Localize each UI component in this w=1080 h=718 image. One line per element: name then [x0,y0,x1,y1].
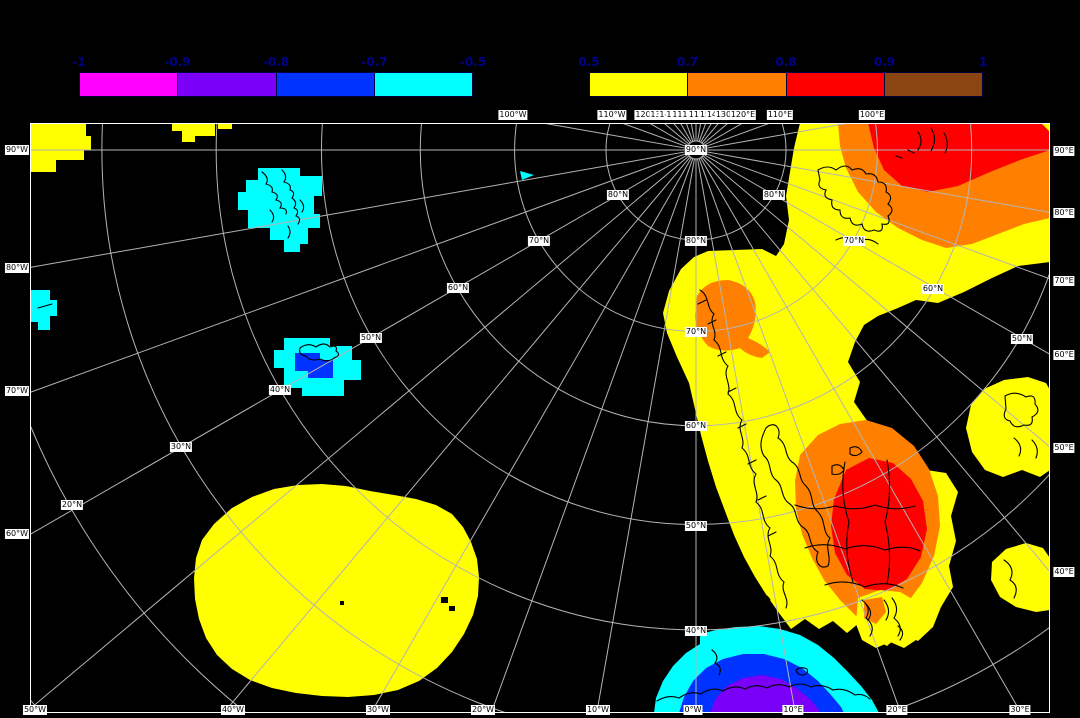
blob-speck [340,601,344,605]
colorbar-tick: 0.9 [873,55,896,69]
lon-label-right: 50°E [1053,443,1075,453]
negative-scale [79,72,473,97]
lon-label-left: 90°W [4,145,30,155]
lon-label-bottom: 20°E [886,705,908,715]
lon-label-bottom: 30°E [1009,705,1031,715]
lon-label-bottom: 10°E [782,705,804,715]
map-frame [30,123,1050,713]
lat-label: 70°N [842,236,866,246]
lon-label-bottom: 10°W [585,705,611,715]
lon-label-bottom: 0°W [683,705,703,715]
region-corner-sliver [1042,124,1049,131]
lat-label: 90°N [684,145,708,155]
coastlines [37,127,1039,702]
lat-label: 20°N [60,500,84,510]
lon-label-left: 80°W [4,263,30,273]
region-east-europe-red [831,458,927,591]
lon-label-right: 90°E [1053,146,1075,156]
region-greenland-cyan [238,168,322,252]
lon-label-top: 110°W [597,110,627,120]
lon-label-right: 60°E [1053,350,1075,360]
lat-label: 70°N [527,236,551,246]
lon-label-left: 70°W [4,386,30,396]
lon-label-top: 120°W [634,110,664,120]
colorbar-tick: -0.7 [361,55,388,69]
region-atlantic-yellow-blob [194,484,479,697]
region-arctic-red [868,124,1049,192]
positive-scale-ticks: 0.5 0.7 0.8 0.9 1 [578,55,987,69]
lat-label: 80°N [762,190,786,200]
lat-label: 60°N [684,421,708,431]
lat-label: 40°N [268,385,292,395]
lon-label-right: 70°E [1053,276,1075,286]
lon-label-top: 110°E [766,110,794,120]
region-norway-orange [695,280,770,358]
region-top-strip-yellow [172,124,215,142]
colorbar-segment-red [785,73,884,96]
colorbar-tick: 0.5 [578,55,600,69]
lat-label: 80°N [606,190,630,200]
blob-speck [449,606,455,611]
lat-label: 40°N [684,626,708,636]
colorbar-tick: 1 [978,55,988,69]
colorbar-tick: -0.8 [262,55,290,69]
lon-label-left: 60°W [4,529,30,539]
region-iceland-blue-core [295,353,333,378]
lon-label-top: 100°E [858,110,886,120]
colorbar-segment-magenta [80,73,178,96]
lat-label: 50°N [359,333,383,343]
region-leftedge-cyan [31,290,57,330]
region-eurasia-yellow [663,124,1049,646]
lon-label-top: 130°E [714,110,742,120]
colorbar-segment-blue [275,73,374,96]
colorbar-tick: 0.8 [775,55,797,69]
lat-label: 60°N [921,284,945,294]
region-small-cyan-arrow [520,171,534,180]
colorbar-tick: -0.5 [459,55,487,69]
colorbar-segment-orange [687,73,786,96]
region-rightedge-yellow [991,543,1049,612]
lat-label: 50°N [1010,334,1034,344]
region-northwest-yellow [31,124,91,172]
colorbar-tick: -1 [72,55,86,69]
positive-scale [589,72,983,97]
colorbar-segment-brown [883,73,982,96]
colorbar-segment-yellow [590,73,688,96]
blob-speck [441,597,448,603]
lon-label-bottom: 20°W [470,705,496,715]
colorbar-segment-violet [177,73,276,96]
negative-scale-ticks: -1 -0.9 -0.8 -0.7 -0.5 [72,55,486,69]
colorbar-tick: 0.7 [676,55,699,69]
region-northeast-yellow [966,377,1049,477]
lon-label-top: 100°W [498,110,528,120]
lat-label: 50°N [684,521,708,531]
lon-label-bottom: 40°W [220,705,246,715]
region-top-speck [218,124,232,129]
shaded-regions [31,124,1049,713]
lon-label-bottom: 30°W [365,705,391,715]
lat-label: 60°N [446,283,470,293]
lon-label-right: 40°E [1053,567,1075,577]
lat-label: 30°N [169,442,193,452]
lon-label-top: 120°E [729,110,757,120]
lat-label: 70°N [684,327,708,337]
colorbar-segment-cyan [373,73,472,96]
lon-label-right: 80°E [1053,208,1075,218]
lat-label: 80°N [684,236,708,246]
colorbar-tick: -0.9 [164,55,191,69]
lon-label-bottom: 50°W [22,705,48,715]
